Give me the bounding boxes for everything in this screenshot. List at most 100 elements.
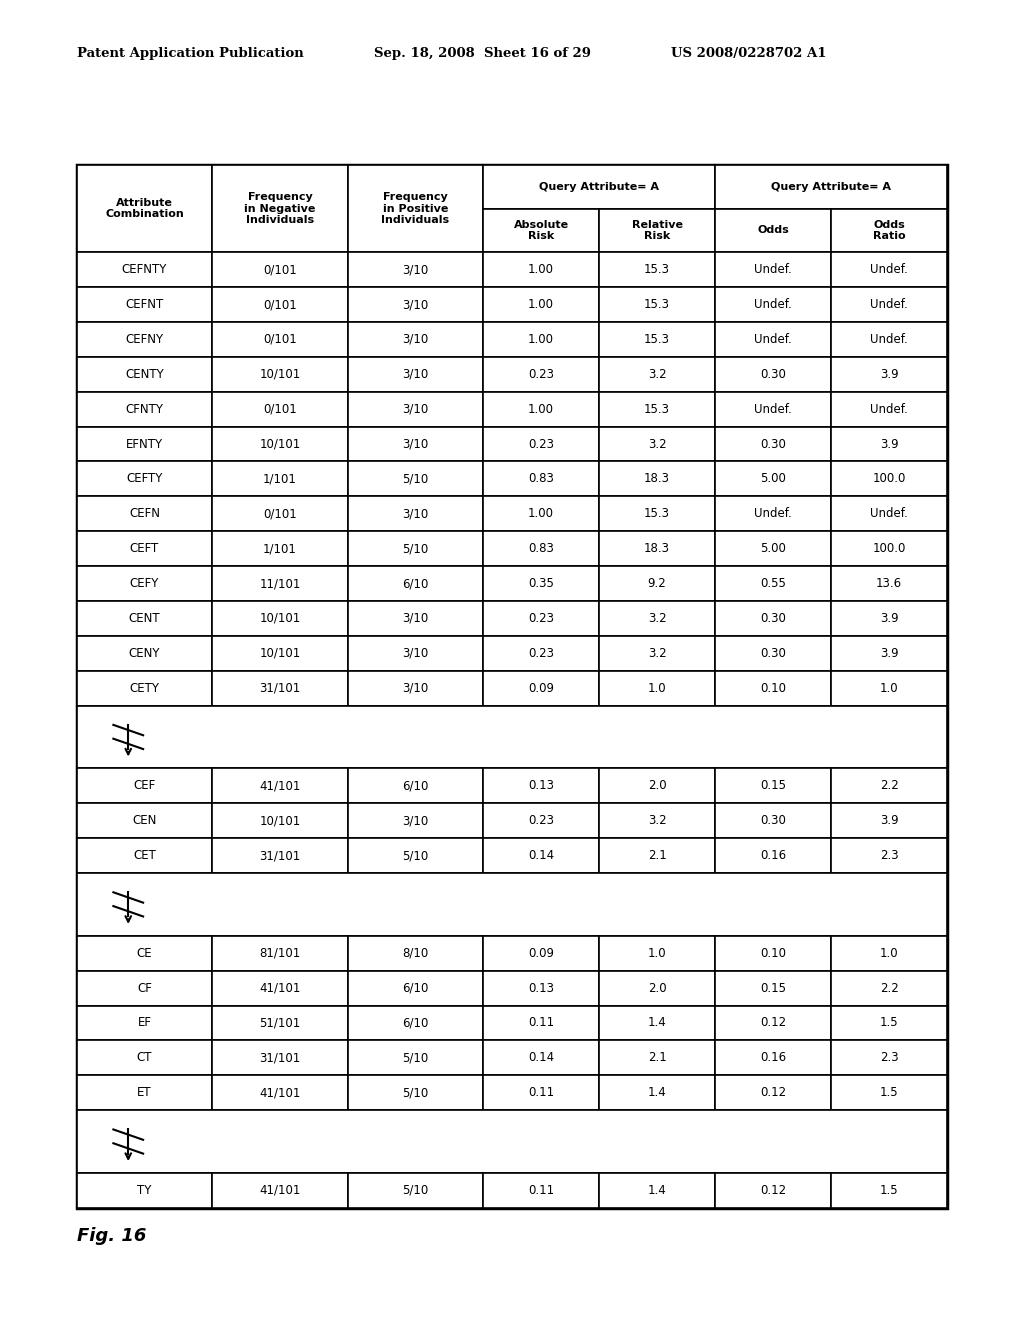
Text: 0/101: 0/101 (263, 333, 297, 346)
Text: CF: CF (137, 982, 152, 994)
Bar (212, 838, 347, 873)
Text: 1.4: 1.4 (648, 1016, 667, 1030)
Bar (347, 838, 483, 873)
Text: 10/101: 10/101 (259, 437, 300, 450)
Bar (599, 426, 715, 462)
Text: 3.9: 3.9 (880, 437, 898, 450)
Bar (483, 426, 599, 462)
Text: Undef.: Undef. (755, 507, 792, 520)
Text: 0.13: 0.13 (528, 779, 554, 792)
Bar (212, 566, 347, 601)
Text: TY: TY (137, 1184, 152, 1197)
Text: 31/101: 31/101 (259, 849, 300, 862)
Bar (715, 838, 831, 873)
Bar (599, 1040, 715, 1076)
Text: 1.00: 1.00 (528, 333, 554, 346)
Bar (715, 671, 831, 706)
Text: 3.9: 3.9 (880, 612, 898, 624)
Bar (212, 496, 347, 531)
Bar (347, 322, 483, 356)
Text: 0.11: 0.11 (528, 1086, 554, 1100)
Bar (77, 252, 212, 286)
Text: 15.3: 15.3 (644, 263, 670, 276)
Text: 3/10: 3/10 (402, 507, 428, 520)
Text: CEFY: CEFY (130, 577, 159, 590)
Text: 0.11: 0.11 (528, 1184, 554, 1197)
Bar (347, 286, 483, 322)
Bar (77, 426, 212, 462)
Text: 0/101: 0/101 (263, 403, 297, 416)
Text: 0.12: 0.12 (760, 1016, 786, 1030)
Bar (831, 426, 947, 462)
Text: Query Attribute= A: Query Attribute= A (539, 182, 659, 191)
Bar (831, 566, 947, 601)
Text: 3/10: 3/10 (402, 612, 428, 624)
Text: 1.4: 1.4 (648, 1184, 667, 1197)
Text: Frequency
in Negative
Individuals: Frequency in Negative Individuals (244, 191, 315, 226)
Text: 18.3: 18.3 (644, 543, 670, 556)
Bar (483, 636, 599, 671)
Text: 1/101: 1/101 (263, 543, 297, 556)
Text: 1.00: 1.00 (528, 263, 554, 276)
Bar (212, 286, 347, 322)
Bar (77, 462, 212, 496)
Bar (715, 566, 831, 601)
Bar (212, 392, 347, 426)
Text: 3/10: 3/10 (402, 263, 428, 276)
Bar (483, 768, 599, 804)
Text: 3/10: 3/10 (402, 647, 428, 660)
Text: 6/10: 6/10 (402, 779, 428, 792)
Bar (715, 322, 831, 356)
Text: 0.55: 0.55 (760, 577, 786, 590)
Text: 1.0: 1.0 (648, 946, 667, 960)
Text: 2.1: 2.1 (648, 849, 667, 862)
Bar (599, 209, 715, 252)
Text: 5/10: 5/10 (402, 1086, 428, 1100)
Bar (212, 356, 347, 392)
Text: 0.30: 0.30 (760, 437, 786, 450)
Bar (599, 768, 715, 804)
Text: CFNTY: CFNTY (126, 403, 164, 416)
Bar (831, 804, 947, 838)
Text: 13.6: 13.6 (877, 577, 902, 590)
Bar (831, 356, 947, 392)
Bar (77, 1110, 947, 1173)
Bar (715, 936, 831, 970)
Text: 3.2: 3.2 (648, 368, 667, 380)
Text: 41/101: 41/101 (259, 1086, 301, 1100)
Bar (483, 462, 599, 496)
Bar (715, 462, 831, 496)
Text: 0.83: 0.83 (528, 473, 554, 486)
Text: 0.23: 0.23 (528, 814, 554, 828)
Text: CENTY: CENTY (125, 368, 164, 380)
Bar (715, 1076, 831, 1110)
Bar (599, 838, 715, 873)
Text: 3.9: 3.9 (880, 647, 898, 660)
Text: Undef.: Undef. (755, 403, 792, 416)
Bar (599, 1006, 715, 1040)
Text: 2.2: 2.2 (880, 982, 898, 994)
Text: Attribute
Combination: Attribute Combination (105, 198, 184, 219)
Text: 81/101: 81/101 (259, 946, 300, 960)
Bar (347, 462, 483, 496)
Bar (715, 804, 831, 838)
Bar (715, 1040, 831, 1076)
Text: 3.9: 3.9 (880, 368, 898, 380)
Text: 1.5: 1.5 (880, 1016, 898, 1030)
Bar (483, 566, 599, 601)
Text: CE: CE (136, 946, 153, 960)
Text: Patent Application Publication: Patent Application Publication (77, 48, 303, 59)
Text: 41/101: 41/101 (259, 982, 301, 994)
Text: 2.1: 2.1 (648, 1051, 667, 1064)
Bar (77, 566, 212, 601)
Text: 1.00: 1.00 (528, 507, 554, 520)
Bar (483, 1173, 599, 1208)
Bar (831, 1040, 947, 1076)
Bar (715, 392, 831, 426)
Bar (483, 671, 599, 706)
Bar (715, 970, 831, 1006)
Bar (347, 804, 483, 838)
Text: 18.3: 18.3 (644, 473, 670, 486)
Text: Relative
Risk: Relative Risk (632, 219, 683, 242)
Text: CEFT: CEFT (130, 543, 159, 556)
